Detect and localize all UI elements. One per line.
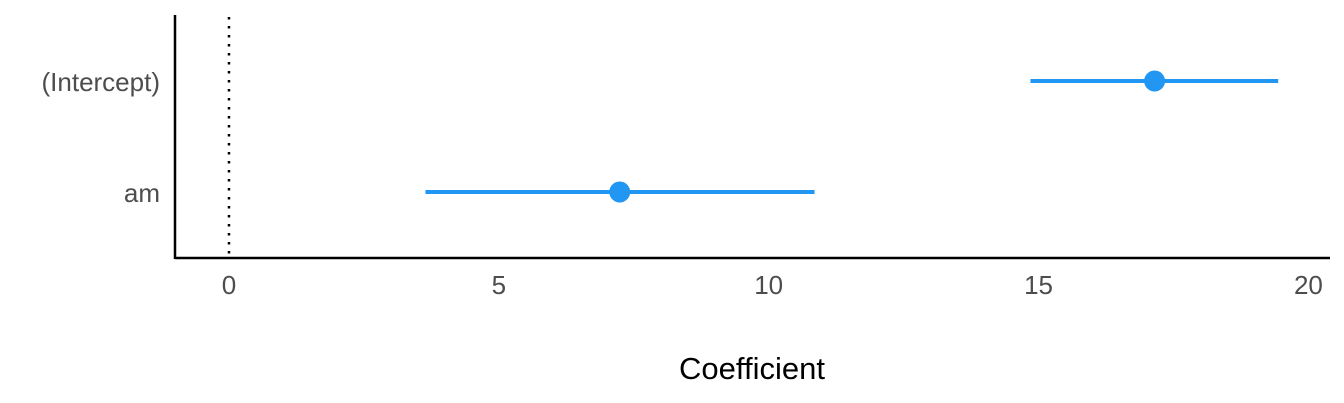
x-tick-label: 20 (1294, 270, 1323, 300)
coefficient-point (609, 181, 631, 203)
y-tick-label: am (124, 178, 160, 208)
y-tick-label: (Intercept) (42, 67, 161, 97)
x-tick-label: 10 (754, 270, 783, 300)
chart-marks (227, 17, 1279, 258)
x-tick-labels: 0 5 10 15 20 (222, 270, 1323, 300)
coefficient-point (1144, 70, 1166, 92)
x-tick-label: 5 (492, 270, 506, 300)
x-axis-title: Coefficient (679, 351, 825, 386)
x-tick-label: 0 (222, 270, 236, 300)
x-tick-label: 15 (1024, 270, 1053, 300)
y-tick-labels: (Intercept) am (42, 67, 161, 208)
